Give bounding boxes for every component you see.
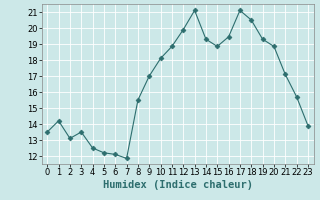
X-axis label: Humidex (Indice chaleur): Humidex (Indice chaleur): [103, 180, 252, 190]
